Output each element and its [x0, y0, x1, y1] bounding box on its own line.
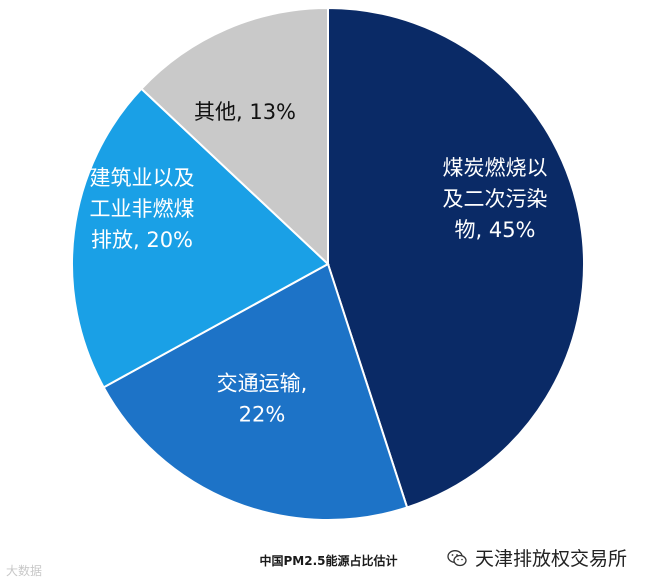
slice-label: 排放, 20%	[91, 228, 193, 252]
wechat-icon	[447, 549, 467, 566]
pie-slice	[139, 6, 329, 267]
brand-text: 天津排放权交易所	[474, 548, 627, 570]
slice-label: 煤炭燃烧以	[443, 156, 548, 180]
pie-slice	[102, 262, 409, 521]
pie-slice	[70, 87, 330, 389]
slice-label: 交通运输,	[217, 372, 308, 396]
pie-slice	[327, 6, 585, 509]
chart-caption: 中国PM2.5能源占比估计	[259, 554, 398, 568]
slice-label: 工业非燃煤	[90, 197, 195, 221]
slice-label: 其他, 13%	[194, 100, 296, 124]
watermark: 大数据	[6, 564, 43, 578]
slice-label: 22%	[239, 403, 286, 427]
slice-label: 建筑业以及	[90, 166, 195, 190]
slice-label: 及二次污染	[443, 187, 548, 211]
slice-label: 物, 45%	[454, 218, 535, 242]
brand: 天津排放权交易所	[447, 544, 627, 571]
